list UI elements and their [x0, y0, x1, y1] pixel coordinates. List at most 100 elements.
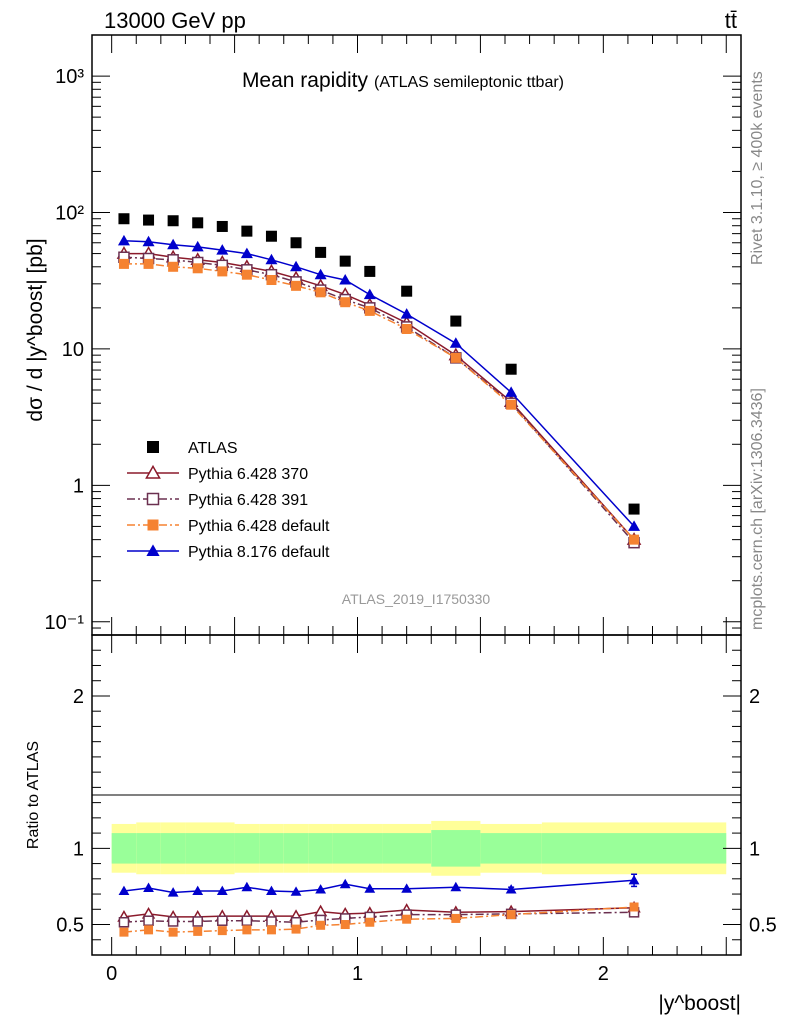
ratio-point — [450, 881, 462, 892]
ratio-point — [451, 913, 461, 923]
y-tick-label: 1 — [73, 475, 84, 497]
data-point — [216, 244, 229, 255]
ratio-point — [364, 883, 376, 893]
data-point — [401, 285, 413, 297]
ratio-point — [506, 910, 516, 920]
series-line — [124, 263, 635, 541]
ratio-y-tick-label-right: 1 — [749, 838, 760, 860]
ratio-point — [118, 916, 130, 928]
ratio-point — [266, 916, 277, 927]
data-point — [216, 220, 228, 232]
data-point — [118, 213, 130, 225]
data-point — [291, 280, 302, 291]
ratio-y-axis-label: Ratio to ATLAS — [25, 741, 42, 849]
ratio-point — [143, 882, 154, 893]
main-y-axis-label: dσ / d |y^boost| [pb] — [24, 238, 47, 421]
ratio-point — [266, 885, 277, 896]
legend-marker — [147, 441, 159, 453]
data-point — [505, 386, 518, 397]
legend-entry: Pythia 8.176 default — [188, 544, 330, 561]
ratio-point — [192, 916, 203, 927]
band-green — [541, 833, 727, 864]
band-green — [136, 833, 161, 864]
ratio-point — [118, 885, 130, 896]
band-green — [357, 833, 383, 864]
series-line — [123, 240, 635, 527]
ratio-point — [119, 927, 129, 937]
data-point — [142, 235, 155, 247]
data-point — [628, 503, 640, 515]
band-green — [382, 833, 432, 864]
ratio-series-0 — [118, 873, 640, 897]
data-point — [400, 308, 413, 319]
ratio-point — [217, 915, 228, 926]
ratio-point — [144, 925, 154, 935]
data-point — [266, 275, 277, 286]
mcplots-label: mcplots.cern.ch [arXiv:1306.3436] — [749, 388, 766, 630]
ratio-y-tick-label-right: 2 — [749, 686, 760, 708]
ratio-point — [192, 885, 204, 896]
data-point — [628, 520, 641, 531]
data-point — [340, 297, 351, 308]
y-tick-label: 10 — [62, 339, 84, 361]
data-point — [241, 269, 252, 280]
data-point — [191, 240, 204, 252]
data-point — [339, 255, 351, 267]
ratio-point — [242, 925, 252, 935]
ratio-y-tick-label-right: 0.5 — [749, 915, 777, 937]
data-point — [364, 305, 375, 316]
rivet-label: Rivet 3.1.10, ≥ 400k events — [749, 71, 766, 265]
ratio-point — [340, 920, 350, 930]
data-point — [241, 225, 253, 237]
data-point — [290, 260, 303, 272]
data-point — [240, 247, 253, 259]
legend-entry: Pythia 6.428 391 — [188, 492, 308, 509]
ratio-y-tick-label: 2 — [73, 686, 84, 708]
legend-marker — [145, 464, 161, 479]
x-tick-label: 0 — [106, 963, 117, 985]
series-3 — [118, 258, 640, 545]
y-tick-label: 10³ — [55, 66, 84, 88]
data-point — [401, 323, 412, 334]
ratio-point — [313, 904, 328, 917]
ratio-point — [505, 884, 517, 894]
data-point — [506, 399, 517, 410]
y-tick-label: 10⁻¹ — [45, 612, 85, 634]
data-point — [118, 258, 129, 269]
ratio-frame — [91, 634, 742, 956]
ratio-point — [241, 881, 253, 892]
band-green — [283, 833, 309, 864]
ratio-point — [339, 878, 351, 889]
ratio-point — [167, 887, 179, 897]
data-point — [217, 266, 228, 277]
data-point — [339, 274, 352, 285]
legend: ATLAS Pythia 6.428 370 Pythia 6.428 391 Pyt… — [127, 440, 330, 561]
ratio-panel: 0.5 0.5 1 1 2 2 0 1 2 Ratio to ATLAS |y^boost| — [25, 634, 777, 1015]
data-point — [315, 246, 327, 258]
band-green — [111, 833, 137, 864]
analysis-label: ATLAS_2019_I1750330 — [342, 591, 491, 607]
data-point — [167, 215, 179, 227]
series-line — [123, 256, 635, 544]
ratio-point — [193, 926, 203, 936]
x-axis-label: |y^boost| — [658, 992, 741, 1015]
ratio-point — [402, 914, 412, 924]
data-point — [143, 214, 155, 226]
x-tick-label: 2 — [598, 963, 609, 985]
band-green — [431, 830, 481, 867]
ratio-series-3 — [119, 902, 639, 937]
x-tick-label: 1 — [352, 963, 363, 985]
ratio-y-tick-label: 1 — [73, 838, 84, 860]
main-subtitle: (ATLAS semileptonic ttbar) — [374, 74, 564, 91]
ratio-point — [216, 885, 228, 896]
process-label: tt̄ — [725, 8, 737, 33]
data-point — [167, 238, 180, 250]
ratio-point — [365, 917, 375, 927]
series-4 — [117, 234, 641, 531]
main-title: Mean rapidity — [242, 69, 369, 92]
data-point — [629, 534, 640, 545]
ratio-point — [143, 915, 154, 926]
data-point — [168, 261, 179, 272]
main-panel: 10⁻¹ 1 10 10² 10³ Mean rapidity (ATLAS semil… — [24, 34, 742, 636]
legend-marker — [147, 519, 159, 531]
